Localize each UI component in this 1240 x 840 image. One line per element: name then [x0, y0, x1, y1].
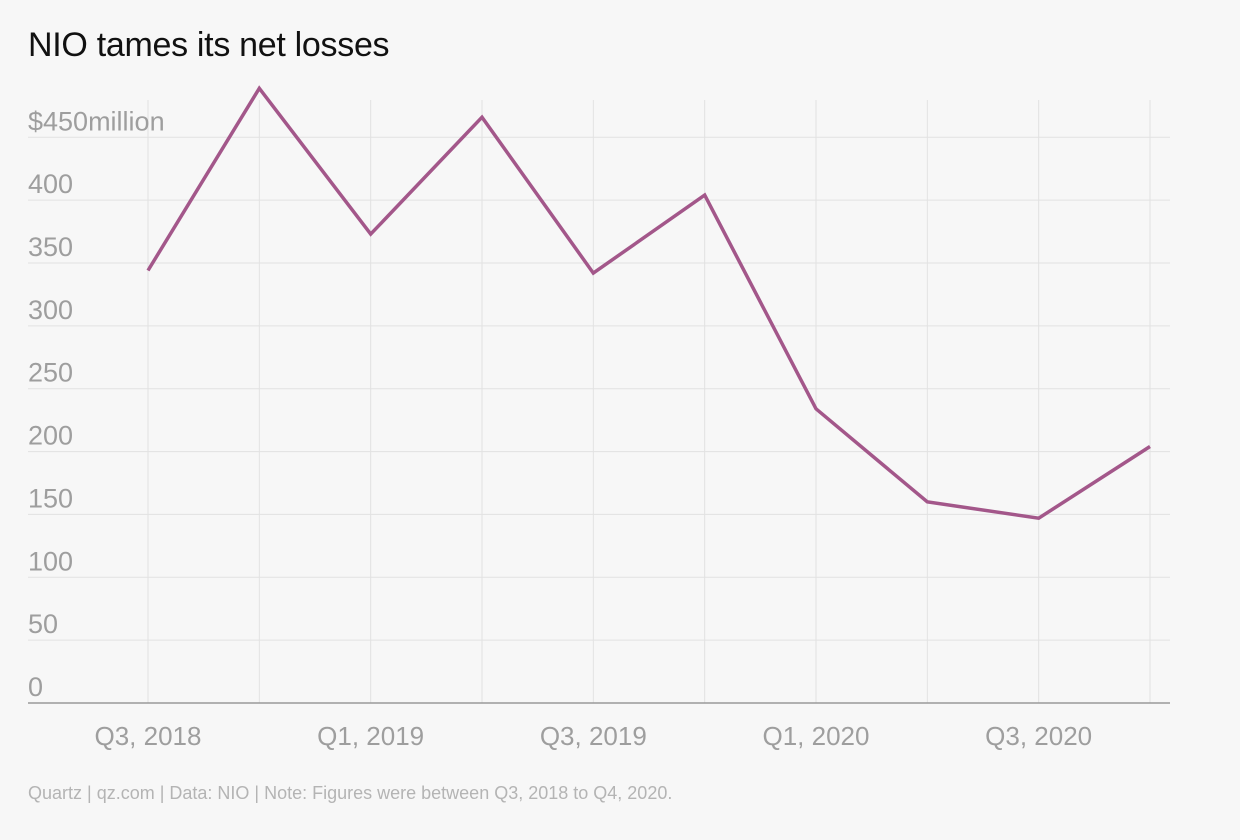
chart-title: NIO tames its net losses: [28, 26, 390, 64]
line-chart: 0 50 100 150 200 250 300 350 400 $450million Q3, …: [28, 85, 1170, 751]
y-axis-ticks: 0 50 100 150 200 250 300 350 400 $450million: [28, 106, 165, 702]
y-tick-label: 100: [28, 546, 73, 576]
x-tick-label: Q3, 2020: [985, 721, 1092, 751]
x-axis-ticks: Q3, 2018 Q1, 2019 Q3, 2019 Q1, 2020 Q3, 2020: [95, 721, 1093, 751]
x-tick-label: Q1, 2020: [763, 721, 870, 751]
y-tick-label: 400: [28, 169, 73, 199]
source-note: Quartz | qz.com | Data: NIO | Note: Figu…: [28, 783, 673, 803]
gridlines: [28, 100, 1170, 703]
y-tick-label: 150: [28, 483, 73, 513]
x-tick-label: Q3, 2019: [540, 721, 647, 751]
x-tick-label: Q3, 2018: [95, 721, 202, 751]
y-tick-label: 50: [28, 609, 58, 639]
y-tick-label: 250: [28, 358, 73, 388]
y-tick-label: 200: [28, 421, 73, 451]
y-tick-label: $450million: [28, 106, 165, 136]
y-tick-label: 350: [28, 232, 73, 262]
x-tick-label: Q1, 2019: [317, 721, 424, 751]
series-layer: [146, 85, 1151, 521]
y-tick-label: 0: [28, 672, 43, 702]
y-tick-label: 300: [28, 295, 73, 325]
net-loss-line: [146, 85, 1151, 521]
